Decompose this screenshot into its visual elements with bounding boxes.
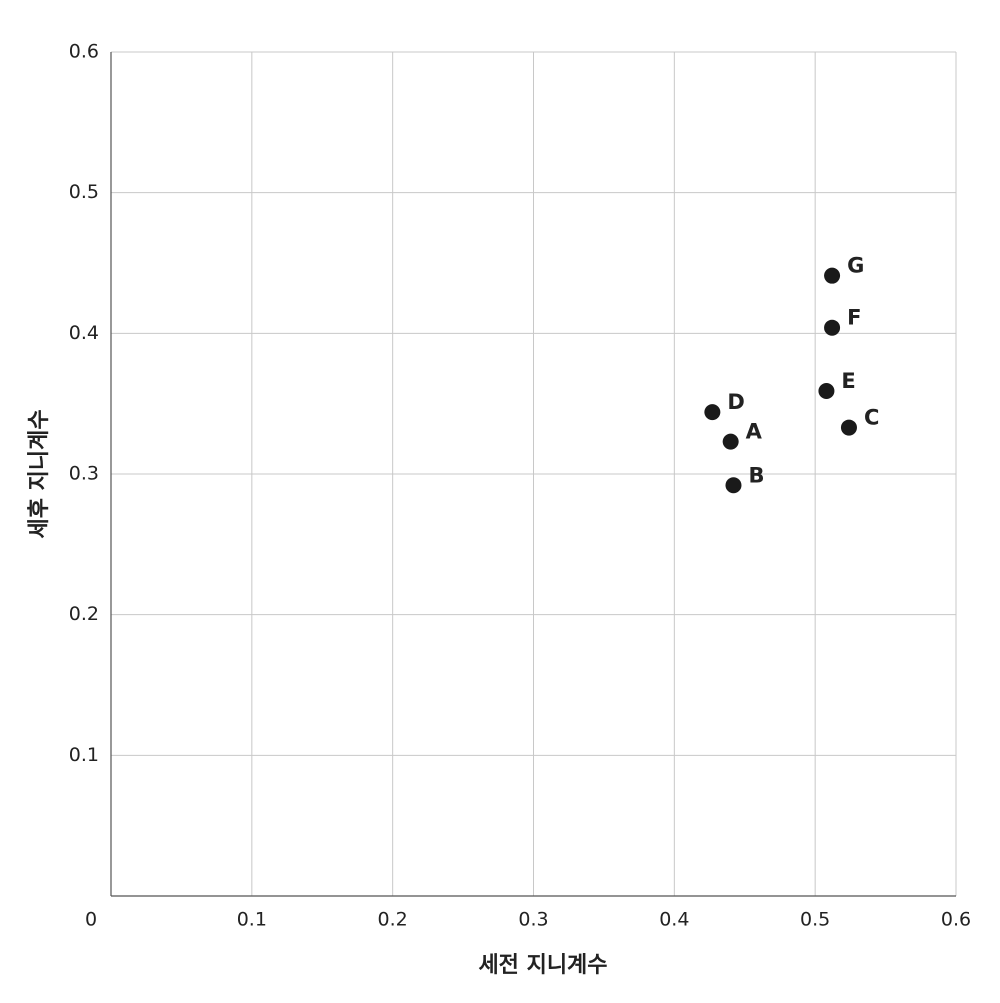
x-tick-label: 0.1 — [237, 909, 267, 931]
point — [722, 433, 739, 450]
point — [704, 404, 721, 421]
x-tick-label: 0.3 — [518, 909, 548, 931]
point — [818, 383, 835, 400]
point — [725, 477, 742, 494]
point-label: G — [847, 254, 864, 278]
y-tick-label: 0.5 — [69, 181, 99, 203]
y-axis-title: 세후 지니계수 — [27, 409, 52, 538]
point-label: F — [847, 306, 861, 330]
x-tick-label: 0.2 — [378, 909, 408, 931]
x-tick-label: 0.5 — [800, 909, 830, 931]
x-tick-label: 0.4 — [659, 909, 689, 931]
point-label: D — [727, 390, 744, 414]
x-tick-label: 0 — [85, 909, 97, 931]
point-label: A — [746, 420, 763, 444]
y-tick-label: 0.4 — [69, 322, 99, 344]
x-axis-title: 세전 지니계수 — [478, 953, 607, 978]
y-tick-label: 0.2 — [69, 603, 99, 625]
y-tick-label: 0.6 — [69, 41, 99, 63]
point-label: C — [864, 406, 879, 430]
point — [824, 267, 841, 284]
y-tick-label: 0.1 — [69, 744, 99, 766]
point-label: B — [748, 463, 764, 487]
y-tick-label: 0.3 — [69, 463, 99, 485]
point — [824, 319, 841, 336]
x-tick-label: 0.6 — [941, 909, 971, 931]
point-label: E — [841, 369, 855, 393]
point — [840, 419, 857, 436]
